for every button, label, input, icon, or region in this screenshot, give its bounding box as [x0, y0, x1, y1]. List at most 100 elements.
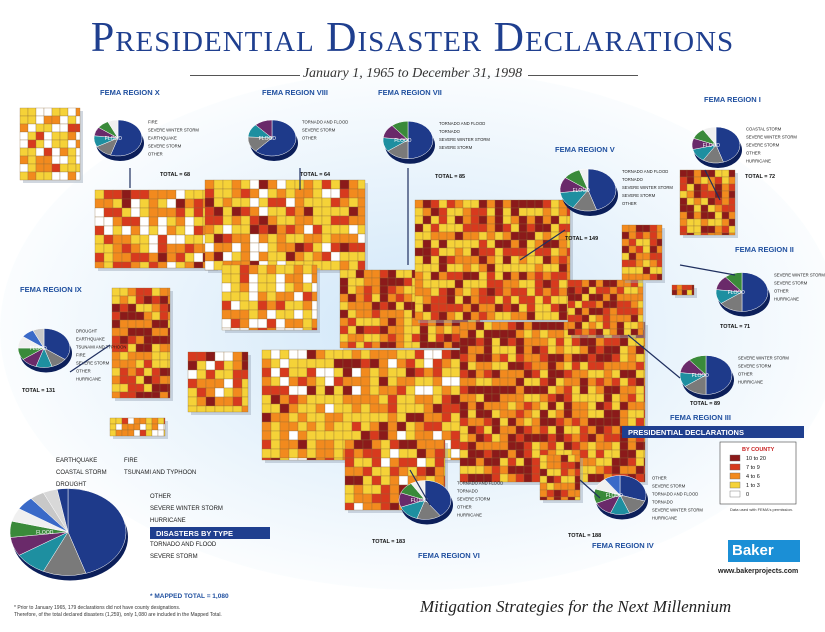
region-title: FEMA REGION II	[735, 245, 794, 254]
region-total: TOTAL = 149	[565, 236, 598, 242]
title-rule-right	[528, 75, 638, 76]
region-slice-label: HURRICANE	[652, 515, 677, 520]
map-region-viii-south	[221, 264, 320, 333]
mapped-total: * MAPPED TOTAL = 1,080	[150, 593, 229, 600]
region-slice-label: SEVERE WINTER STORM	[148, 128, 199, 133]
pie-flood-label: FLOOD	[692, 373, 710, 379]
region-pie-x: FLOOD	[93, 119, 144, 161]
region-slice-label: TSUNAMI AND TYPHOON	[76, 344, 126, 349]
region-slice-label: OTHER	[302, 136, 317, 141]
disasters-by-type-title: DISASTERS BY TYPE	[156, 529, 233, 538]
region-slice-label: TORNADO AND FLOOD	[652, 491, 698, 496]
type-label: DROUGHT	[56, 482, 87, 488]
region-slice-label: SEVERE STORM	[76, 360, 110, 365]
map-region-viii	[204, 179, 368, 273]
region-slice-label: SEVERE WINTER STORM	[652, 507, 703, 512]
pie-slice	[255, 119, 297, 157]
pie-slice	[255, 119, 273, 139]
region-slice-label: SEVERE WINTER STORM	[774, 272, 825, 277]
region-slice-label: OTHER	[746, 151, 761, 156]
fema-region-ii: FEMA REGION II TOTAL = 71 SEVERE WINTER ST…	[720, 245, 825, 330]
pie-slice	[725, 272, 743, 293]
region-title: FEMA REGION VII	[378, 88, 442, 97]
county-legend-label: 10 to 20	[746, 456, 766, 462]
pie-flood-label: FLOOD	[606, 493, 624, 499]
region-slice-label: SEVERE STORM	[622, 193, 656, 198]
region-total: TOTAL = 64	[300, 172, 331, 178]
region-slice-label: SEVERE WINTER STORM	[746, 135, 797, 140]
county-legend-label: 7 to 9	[746, 465, 760, 471]
county-legend-swatch	[729, 490, 741, 498]
pie-slice	[32, 328, 45, 349]
region-title: FEMA REGION III	[670, 413, 731, 422]
region-slice-label: FIRE	[148, 120, 158, 125]
footnote-line-1: * Prior to January 1965, 179 declaration…	[14, 605, 181, 611]
region-slice-label: HURRICANE	[76, 376, 101, 381]
region-slice-label: TORNADO AND FLOOD	[457, 480, 503, 485]
region-slice-label: TORNADO AND FLOOD	[622, 169, 668, 174]
region-slice-label: SEVERE WINTER STORM	[439, 137, 490, 142]
pie-slice	[107, 119, 119, 139]
map-region-v	[414, 199, 573, 323]
fema-region-iv: FEMA REGION IV TOTAL = 188 OTHER SEVERE STO…	[568, 475, 703, 550]
pie-slice	[604, 475, 621, 496]
pie-slice	[407, 120, 434, 160]
region-title: FEMA REGION VI	[418, 551, 480, 560]
region-slice-label: SEVERE WINTER STORM	[738, 355, 789, 360]
region-pie-v: FLOOD	[559, 168, 618, 216]
connector-arrow	[69, 344, 111, 373]
region-slice-label: SEVERE STORM	[439, 145, 473, 150]
connector-arrow	[519, 229, 566, 261]
county-legend-swatch	[729, 454, 741, 462]
region-total: TOTAL = 131	[22, 388, 55, 394]
connector-arrow	[627, 334, 681, 379]
footnote: * Prior to January 1965, 179 declaration…	[14, 605, 314, 619]
county-legend-header	[622, 426, 804, 438]
fema-region-iii: FEMA REGION III TOTAL = 89 SEVERE WINTER S…	[670, 355, 789, 422]
region-slice-label: DROUGHT	[76, 328, 98, 333]
region-slice-label: HURRICANE	[774, 296, 799, 301]
region-slice-label: TORNADO	[457, 488, 479, 493]
baker-logo[interactable]: Baker	[728, 540, 800, 562]
pie-flood-label: FLOOD	[703, 143, 721, 149]
map-hawaii	[109, 417, 168, 439]
county-legend-swatch	[729, 463, 741, 471]
region-total: TOTAL = 188	[568, 533, 601, 539]
pie-slice	[741, 272, 769, 312]
pie-slice	[579, 168, 589, 191]
pie-slice	[410, 480, 426, 501]
baker-url[interactable]: www.bakerprojects.com	[718, 568, 799, 575]
region-pie-ix: FLOOD	[17, 328, 72, 373]
region-title: FEMA REGION I	[704, 95, 761, 104]
pie-flood-label: FLOOD	[573, 188, 591, 194]
region-pie-iii: FLOOD	[679, 355, 734, 400]
map-region-ii	[621, 224, 665, 283]
pie-flood-label: FLOOD	[36, 530, 54, 536]
region-slice-label: FIRE	[76, 352, 86, 357]
region-slice-label: OTHER	[652, 475, 667, 480]
connector-arrow	[704, 169, 721, 201]
county-legend-label: 4 to 6	[746, 474, 760, 480]
region-pie-viii: FLOOD	[247, 119, 298, 161]
map-puerto-rico	[671, 284, 697, 298]
region-title: FEMA REGION IV	[592, 541, 654, 550]
fema-region-vii: FEMA REGION VII TOTAL = 85 TORNADO AND FLO…	[378, 88, 490, 180]
county-legend-label: 1 to 3	[746, 483, 760, 489]
region-slice-label: HURRICANE	[746, 159, 771, 164]
footer-title: Mitigation Strategies for the Next Mille…	[420, 597, 732, 616]
region-title: FEMA REGION VIII	[262, 88, 328, 97]
county-legend-swatch	[729, 481, 741, 489]
pie-slice	[705, 355, 733, 395]
fema-region-ix: FEMA REGION IX TOTAL = 131 DROUGHT EARTHQUA…	[20, 285, 126, 394]
region-slice-label: OTHER	[457, 504, 472, 509]
region-pie-vi: FLOOD	[398, 480, 453, 525]
pie-slice	[689, 355, 707, 376]
region-slice-label: EARTHQUAKE	[76, 336, 105, 341]
region-slice-label: SEVERE WINTER STORM	[622, 185, 673, 190]
region-total: TOTAL = 68	[160, 172, 190, 178]
region-pie-iv: FLOOD	[593, 475, 648, 520]
region-slice-label: SEVERE STORM	[302, 128, 336, 133]
map-region-x	[94, 189, 218, 271]
region-slice-label: COASTAL STORM	[746, 127, 782, 132]
type-label: COASTAL STORM	[56, 470, 107, 476]
